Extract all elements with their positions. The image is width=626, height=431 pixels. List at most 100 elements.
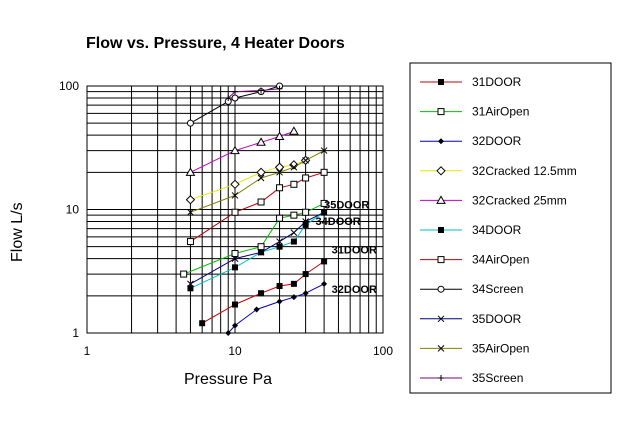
data-point xyxy=(436,166,446,176)
data-point xyxy=(186,119,194,127)
data-point xyxy=(257,198,265,206)
data-point xyxy=(258,290,265,297)
data-point xyxy=(230,179,240,189)
data-point xyxy=(276,298,283,305)
data-point xyxy=(437,285,445,293)
data-point xyxy=(232,322,238,329)
series-32door xyxy=(225,280,328,336)
series-line xyxy=(227,283,325,334)
legend-item: 31DOOR xyxy=(420,75,522,89)
data-point xyxy=(276,238,283,245)
series-31airopen xyxy=(180,199,328,278)
series-layer xyxy=(180,82,328,336)
series-31door xyxy=(199,258,328,327)
legend-label: 34AirOpen xyxy=(472,253,529,267)
data-point xyxy=(302,290,309,297)
annotations: 35DOOR 34DOOR 31DOOR 32DOOR xyxy=(316,199,377,296)
series-34airopen xyxy=(186,168,328,246)
data-point xyxy=(290,163,298,171)
data-point xyxy=(289,160,299,170)
y-tick-label: 1 xyxy=(72,326,79,340)
legend-item: 35DOOR xyxy=(420,312,522,326)
chart-title: Flow vs. Pressure, 4 Heater Doors xyxy=(86,35,345,52)
data-point xyxy=(257,174,265,182)
data-point xyxy=(276,283,283,290)
data-point xyxy=(276,184,284,192)
data-point xyxy=(230,145,240,155)
data-point xyxy=(437,315,445,323)
series-line xyxy=(190,159,306,201)
series-line xyxy=(227,88,280,99)
legend-item: 34DOOR xyxy=(420,223,522,237)
legend-item: 34Screen xyxy=(420,282,523,296)
data-point xyxy=(231,208,239,216)
annotation-label: 31DOOR xyxy=(332,245,377,257)
data-point xyxy=(257,248,265,256)
series-35airopen xyxy=(187,147,328,216)
data-point xyxy=(185,167,196,176)
data-point xyxy=(320,147,328,154)
series-35door xyxy=(187,208,328,288)
data-point xyxy=(199,320,206,327)
data-point xyxy=(276,214,284,222)
legend-label: 31AirOpen xyxy=(472,105,529,119)
legend-item: 35Screen xyxy=(420,371,523,385)
data-point xyxy=(232,264,238,271)
data-point xyxy=(231,255,239,262)
legend-label: 34DOOR xyxy=(472,223,522,237)
data-point xyxy=(276,168,283,176)
data-point xyxy=(232,301,238,308)
data-point xyxy=(321,258,328,265)
series-32cracked-25mm xyxy=(185,126,299,176)
legend-label: 35DOOR xyxy=(472,312,522,326)
data-point xyxy=(302,174,310,182)
legend-label: 32DOOR xyxy=(472,134,522,148)
x-tick-label: 1 xyxy=(84,344,91,358)
data-point xyxy=(231,94,239,102)
series-35screen xyxy=(225,85,283,101)
data-point xyxy=(276,243,283,250)
data-point xyxy=(180,270,188,278)
data-point xyxy=(256,137,266,146)
legend-label: 31DOOR xyxy=(472,75,522,89)
y-tick-label: 100 xyxy=(59,79,79,93)
data-point xyxy=(231,250,239,258)
data-point xyxy=(302,221,309,228)
data-point xyxy=(438,227,444,233)
data-point xyxy=(187,285,194,292)
legend-item: 32Cracked 25mm xyxy=(420,193,567,207)
annotation-label: 34DOOR xyxy=(316,216,361,228)
data-point xyxy=(438,375,444,381)
y-axis-label: Flow L/s xyxy=(9,202,26,262)
data-point xyxy=(186,238,194,246)
legend-label: 35AirOpen xyxy=(472,341,529,355)
x-tick-label: 100 xyxy=(373,344,393,358)
data-point xyxy=(185,195,196,205)
x-tick-label: 10 xyxy=(228,344,242,358)
data-point xyxy=(320,168,328,176)
legend-label: 32Cracked 12.5mm xyxy=(472,164,577,178)
data-point xyxy=(302,218,309,225)
data-point xyxy=(438,79,444,85)
data-point xyxy=(437,345,445,352)
legend-label: 32Cracked 25mm xyxy=(472,193,567,207)
legend: 31DOOR 31AirOpen 32DOOR 32Cracked 12.5mm 32C… xyxy=(409,62,612,394)
plot-area xyxy=(86,85,384,334)
series-line xyxy=(190,171,325,243)
x-axis-label: Pressure Pa xyxy=(184,371,272,388)
data-point xyxy=(436,195,446,204)
data-point xyxy=(274,131,285,141)
data-point xyxy=(290,229,298,236)
data-point xyxy=(320,199,328,207)
series-32cracked-12-5mm xyxy=(185,155,311,205)
data-point xyxy=(225,94,232,101)
data-point xyxy=(438,138,444,145)
data-point xyxy=(290,238,297,245)
legend-item: 32DOOR xyxy=(420,134,522,148)
data-point xyxy=(187,208,194,216)
data-point xyxy=(276,85,283,92)
legend-item: 32Cracked 12.5mm xyxy=(420,164,577,178)
annotation-label: 32DOOR xyxy=(332,284,377,296)
data-point xyxy=(289,126,299,135)
